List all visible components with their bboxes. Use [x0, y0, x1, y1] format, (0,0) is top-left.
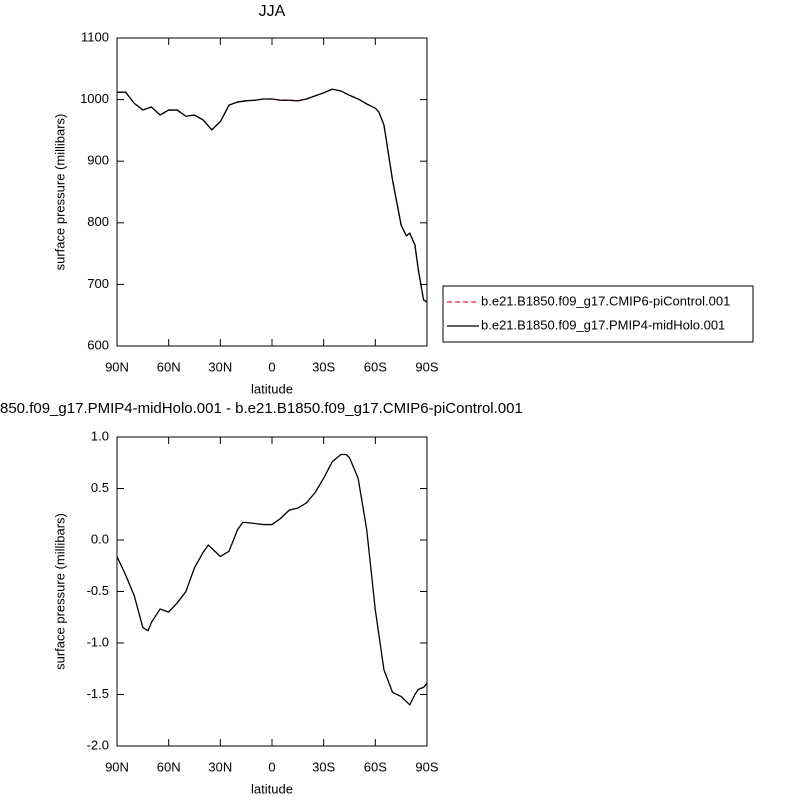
x-tick-label: 0: [268, 759, 275, 774]
x-tick-label: 0: [268, 359, 275, 374]
x-axis-title: latitude: [251, 381, 293, 396]
x-tick-label: 90S: [415, 359, 438, 374]
x-axis-title: latitude: [251, 781, 293, 796]
y-tick-label: 800: [87, 214, 109, 229]
x-tick-label: 30N: [208, 359, 232, 374]
y-tick-label: 1100: [81, 29, 109, 44]
data-line: [116, 453, 428, 706]
y-axis-title: surface pressure (millibars): [52, 513, 67, 670]
data-line: [117, 88, 428, 303]
x-tick-label: 60S: [364, 359, 387, 374]
x-tick-label: 60S: [364, 759, 387, 774]
legend-label: b.e21.B1850.f09_g17.CMIP6-piControl.001: [481, 293, 730, 308]
chart-title: JJA: [259, 3, 286, 20]
x-tick-label: 30S: [312, 359, 335, 374]
legend-box: [442, 285, 754, 343]
chart-title: 850.f09_g17.PMIP4-midHolo.001 - b.e21.B1…: [0, 400, 523, 417]
y-tick-label: 1.0: [91, 428, 109, 443]
y-tick-label: 900: [87, 153, 109, 168]
x-tick-label: 90S: [415, 759, 438, 774]
x-tick-label: 60N: [157, 359, 181, 374]
y-tick-label: -1.5: [87, 686, 109, 701]
x-tick-label: 90N: [105, 359, 129, 374]
y-tick-label: 1000: [80, 91, 109, 106]
y-axis-title: surface pressure (millibars): [52, 114, 67, 271]
y-tick-label: -1.0: [87, 634, 109, 649]
y-tick-label: -0.5: [87, 583, 109, 598]
y-tick-label: 700: [87, 276, 109, 291]
y-tick-label: 0.5: [91, 480, 109, 495]
x-tick-label: 60N: [157, 759, 181, 774]
y-tick-label: -2.0: [87, 737, 109, 752]
y-tick-label: 600: [87, 337, 109, 352]
x-tick-label: 90N: [105, 759, 129, 774]
x-tick-label: 30N: [208, 759, 232, 774]
y-tick-label: 0.0: [91, 531, 109, 546]
legend-label: b.e21.B1850.f09_g17.PMIP4-midHolo.001: [481, 317, 725, 332]
x-tick-label: 30S: [312, 759, 335, 774]
